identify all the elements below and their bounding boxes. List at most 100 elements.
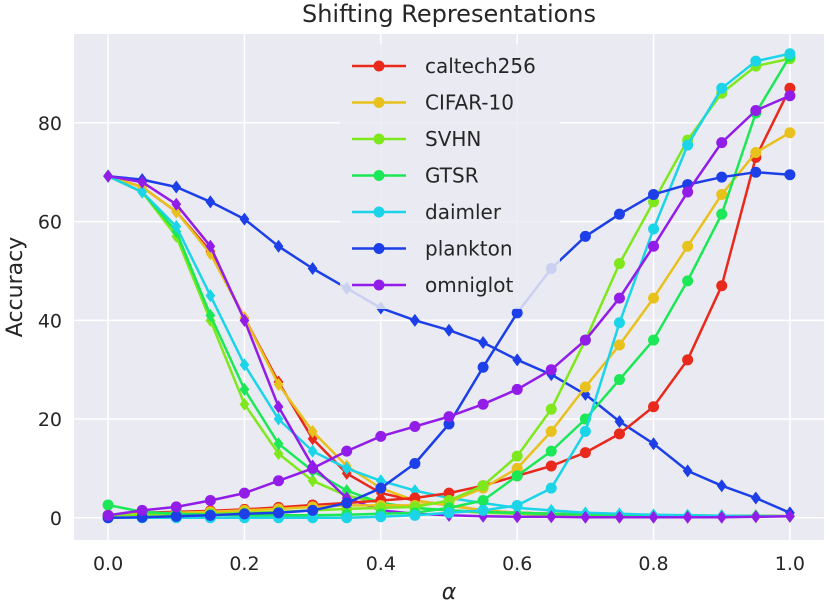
series-caltech256-point (579, 447, 591, 459)
series-cifar-10-point (545, 425, 557, 437)
series-plankton-point (204, 509, 216, 521)
legend-item-gtsr: GTSR (352, 164, 479, 188)
series-cifar-10-point (784, 127, 796, 139)
series-daimler-point (716, 82, 728, 94)
series-omniglot-point (341, 445, 353, 457)
series-omniglot-point (648, 240, 660, 252)
series-caltech256-point (716, 280, 728, 292)
legend-item-omniglot: omniglot (352, 273, 513, 297)
series-svhn-point (273, 447, 284, 461)
series-omniglot-point (648, 510, 659, 524)
series-daimler-point (545, 482, 557, 494)
series-cifar-10-point (307, 424, 318, 438)
series-omniglot-point (307, 462, 319, 474)
legend-marker (373, 97, 385, 108)
legend-item-cifar-10: CIFAR-10 (352, 91, 514, 115)
series-plankton-point (784, 169, 796, 181)
series-gtsr-point (511, 470, 523, 482)
series-omniglot-point (716, 137, 728, 149)
series-omniglot-point (171, 197, 182, 211)
series-cifar-10-point (648, 292, 660, 304)
series-daimler-point (409, 509, 421, 521)
series-gtsr-point (716, 208, 728, 220)
legend-item-caltech256: caltech256 (352, 54, 536, 78)
series-cifar-10-point (579, 381, 591, 393)
legend: caltech256 CIFAR-10 SVHN GTSR daimler plankto… (340, 44, 560, 309)
y-tick-label: 0 (50, 508, 62, 530)
y-tick-label: 60 (38, 212, 62, 234)
series-daimler-point (511, 499, 523, 511)
series-plankton-point (579, 230, 591, 242)
series-daimler-point (273, 412, 284, 426)
legend-label: SVHN (425, 127, 481, 151)
x-tick-label: 0.0 (93, 553, 123, 575)
series-daimler-point (648, 223, 660, 235)
chart-title: Shifting Representations (302, 0, 596, 28)
series-daimler-point (137, 185, 148, 199)
legend-marker (373, 170, 385, 181)
series-omniglot-point (750, 510, 761, 524)
y-tick-label: 80 (38, 113, 62, 135)
tick-labels: 0.0 0.2 0.4 0.6 0.8 1.0 0 20 40 60 80 (38, 113, 805, 575)
legend-label: GTSR (425, 164, 479, 188)
series-cifar-10-point (682, 240, 694, 252)
series-plankton-point (239, 212, 250, 226)
series-plankton-point (410, 313, 420, 327)
legend-marker (373, 60, 385, 72)
series-plankton-point (444, 323, 454, 337)
series-plankton-point (375, 482, 387, 494)
series-omniglot-point (239, 313, 250, 327)
series-omniglot-point (614, 510, 625, 524)
series-omniglot-point (477, 398, 489, 410)
legend-label: CIFAR-10 (425, 91, 514, 115)
series-daimler-point (239, 358, 250, 372)
legend-label: plankton (425, 237, 513, 261)
series-omniglot-point (546, 510, 557, 524)
legend-marker (373, 243, 385, 254)
series-gtsr-point (648, 334, 660, 346)
series-plankton-point (750, 166, 762, 178)
series-omniglot-point (273, 400, 284, 414)
legend-item-svhn: SVHN (352, 127, 481, 151)
series-plankton-point (613, 208, 625, 220)
series-plankton-point (307, 261, 318, 275)
series-omniglot-point (682, 510, 693, 524)
series-cifar-10-point (613, 339, 625, 351)
legend-label: daimler (425, 200, 502, 224)
series-gtsr-point (613, 374, 625, 386)
series-plankton-point (477, 361, 489, 373)
legend-box (340, 44, 560, 309)
series-cifar-10-point (750, 146, 762, 158)
series-daimler-point (205, 289, 216, 303)
legend-label: caltech256 (425, 54, 536, 78)
series-omniglot-point (750, 105, 762, 117)
series-omniglot-point (512, 510, 523, 524)
x-tick-label: 1.0 (775, 553, 805, 575)
series-omniglot-point (443, 411, 455, 423)
series-omniglot-point (137, 175, 148, 189)
series-plankton-point (273, 239, 284, 253)
series-svhn-point (613, 258, 625, 270)
series-daimler-point (682, 139, 694, 151)
series-plankton-point (273, 507, 285, 519)
series-omniglot-point (103, 169, 113, 183)
series-daimler-point (784, 48, 796, 60)
series-omniglot-point (784, 90, 796, 102)
legend-marker (373, 279, 385, 291)
series-omniglot-point (375, 430, 387, 442)
series-daimler-point (613, 317, 625, 329)
series-daimler-point (171, 220, 182, 234)
series-plankton-point (205, 195, 216, 209)
series-omniglot-point (170, 501, 182, 513)
legend-marker (373, 133, 385, 145)
series-daimler-point (443, 507, 455, 519)
series-gtsr-point (341, 484, 352, 498)
series-omniglot-point (682, 186, 694, 198)
series-omniglot-point (273, 475, 285, 487)
series-svhn-point (307, 474, 318, 488)
series-gtsr-point (205, 308, 216, 322)
series-caltech256-point (648, 401, 660, 413)
series-caltech256-point (613, 428, 625, 440)
series-plankton-point (238, 508, 250, 520)
series-omniglot-point (204, 495, 216, 507)
